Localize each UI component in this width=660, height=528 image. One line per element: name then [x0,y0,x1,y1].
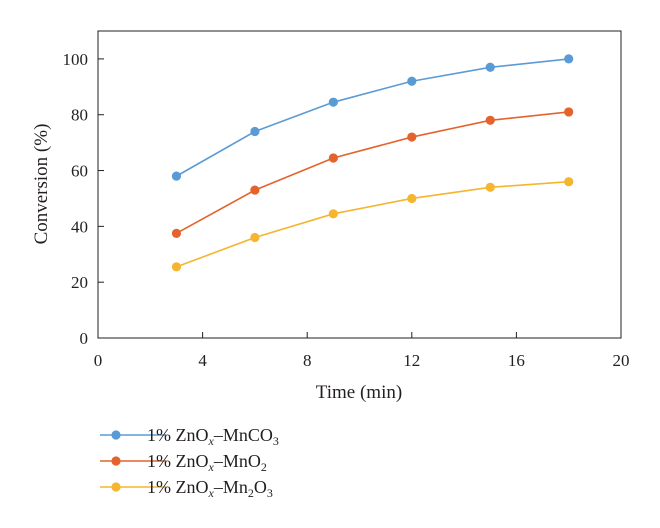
data-point [328,209,338,219]
data-point [485,115,495,125]
data-point [171,228,182,238]
data-point [564,177,574,187]
x-axis: 0 4 8 12 16 20 [94,332,630,370]
x-tick-label: 4 [198,351,207,370]
legend-item: 1% ZnOx–Mn2O3 [100,477,273,500]
legend-marker [111,456,121,466]
x-tick-label: 16 [508,351,525,370]
series-line [176,180,569,268]
legend-label: 1% ZnOx–MnO2 [147,451,267,474]
y-tick-label: 0 [80,329,89,348]
y-tick-label: 20 [71,273,88,292]
legend-item: 1% ZnOx–MnCO3 [100,425,279,448]
legend-marker [111,430,121,440]
y-tick-label: 40 [71,217,88,236]
data-point [250,185,260,195]
data-point [250,126,260,137]
data-point [407,193,417,204]
y-tick-label: 100 [63,50,89,69]
data-point [407,76,417,86]
legend-item: 1% ZnOx–MnO2 [100,451,267,474]
data-point [328,153,338,163]
data-point [485,182,495,192]
x-tick-label: 0 [94,351,103,370]
data-point [171,262,182,272]
data-point [171,171,182,181]
series-layer [171,54,574,272]
data-point [564,107,574,117]
data-point [328,97,338,107]
data-point [485,62,495,72]
data-point [407,132,417,142]
x-tick-label: 20 [613,351,630,370]
y-tick-label: 60 [71,162,88,181]
legend: 1% ZnOx–MnCO3 1% ZnOx–MnO2 1% ZnOx–Mn2O3 [100,425,279,500]
y-axis-title: Conversion (%) [31,124,52,245]
legend-label: 1% ZnOx–Mn2O3 [147,477,273,500]
data-point [250,232,260,243]
series-line [176,111,569,235]
data-point [564,54,574,64]
x-tick-label: 8 [303,351,312,370]
series-2 [171,107,574,238]
series-3 [171,177,574,272]
y-tick-label: 80 [71,106,88,125]
series-1 [171,54,574,181]
series-line [176,58,569,177]
plot-frame [97,30,622,339]
x-tick-label: 12 [403,351,420,370]
x-axis-title: Time (min) [316,382,402,403]
y-axis: 0 20 40 60 80 100 [63,50,104,348]
legend-label: 1% ZnOx–MnCO3 [147,425,279,448]
legend-marker [111,482,121,492]
